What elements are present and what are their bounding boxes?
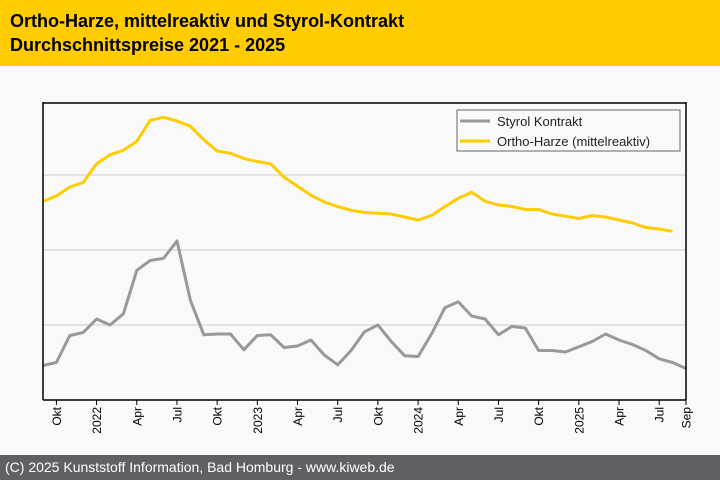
x-tick-label: Sep <box>680 407 694 429</box>
legend-label-ortho: Ortho-Harze (mittelreaktiv) <box>497 134 650 149</box>
legend-box <box>456 109 681 152</box>
x-tick-label: 2023 <box>251 407 265 434</box>
x-tick-label: Jul <box>331 407 345 422</box>
x-tick-label: Jul <box>653 407 667 422</box>
x-tick-label: Jul <box>170 407 184 422</box>
plot-area <box>43 103 686 400</box>
chart-subtitle: Durchschnittspreise 2021 - 2025 <box>10 35 286 55</box>
line-chart: Okt 2022 Apr Jul Okt 2023 Apr Jul Okt 2024 Apr Jul O… <box>42 102 694 434</box>
x-tick-label: Jul <box>492 407 506 422</box>
series-layer <box>42 115 687 370</box>
x-tick-label: Apr <box>452 407 466 426</box>
x-ticks: Okt 2022 Apr Jul Okt 2023 Apr Jul Okt 2024 Apr Jul O… <box>50 400 694 434</box>
x-tick-label: 2024 <box>412 407 426 434</box>
x-tick-label: 2022 <box>90 407 104 434</box>
chart-title: Ortho-Harze, mittelreaktiv und Styrol-Ko… <box>10 11 405 31</box>
chart-header: Ortho-Harze, mittelreaktiv und Styrol-Ko… <box>0 0 720 66</box>
x-tick-label: Apr <box>130 407 144 426</box>
series-line-ortho <box>42 115 673 233</box>
footer: (C) 2025 Kunststoff Information, Bad Hom… <box>0 455 720 480</box>
x-tick-label: Okt <box>371 406 385 425</box>
legend-label-styrol: Styrol Kontrakt <box>497 114 583 129</box>
x-tick-label: 2025 <box>572 407 586 434</box>
x-tick-label: Apr <box>291 407 305 426</box>
x-tick-label: Okt <box>50 406 64 425</box>
x-tick-label: Okt <box>211 406 225 425</box>
series-line-styrol <box>42 239 687 370</box>
copyright-text: (C) 2025 Kunststoff Information, Bad Hom… <box>5 459 395 475</box>
x-tick-label: Okt <box>532 406 546 425</box>
legend: Styrol Kontrakt Ortho-Harze (mittelreakt… <box>456 109 681 152</box>
gridlines <box>43 174 686 326</box>
x-tick-label: Apr <box>613 407 627 426</box>
